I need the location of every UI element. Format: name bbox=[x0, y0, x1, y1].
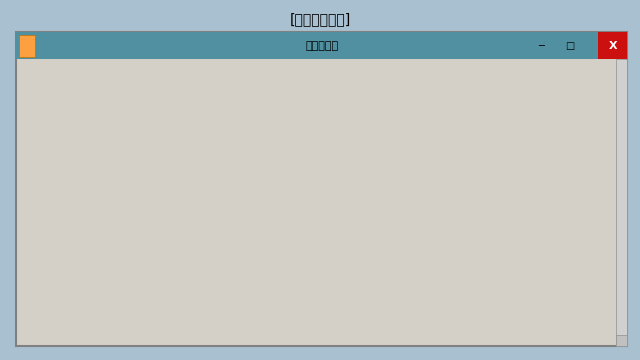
Text: □: □ bbox=[565, 41, 574, 51]
Title: ファイル名：  C:\TOKIl\data\Shear2.csv: ファイル名： C:\TOKIl\data\Shear2.csv bbox=[236, 53, 444, 66]
Text: 再生グラフ: 再生グラフ bbox=[305, 41, 338, 51]
Text: [文件播放画面]: [文件播放画面] bbox=[289, 13, 351, 27]
Text: ファイル名：C:\TOKIl\data\Shear2.csv
ヒステリシスループ面積：5270.45
【アップ】
非ニュートン粘性指数：n = 0.4299
非: ファイル名：C:\TOKIl\data\Shear2.csv ヒステリシスループ… bbox=[303, 177, 419, 266]
Y-axis label: ずり応力s(Pa): ずり応力s(Pa) bbox=[29, 159, 39, 213]
Text: X: X bbox=[609, 41, 617, 51]
Text: ─: ─ bbox=[538, 41, 544, 51]
X-axis label: ずり速度D(1/sec): ずり速度D(1/sec) bbox=[303, 328, 376, 338]
